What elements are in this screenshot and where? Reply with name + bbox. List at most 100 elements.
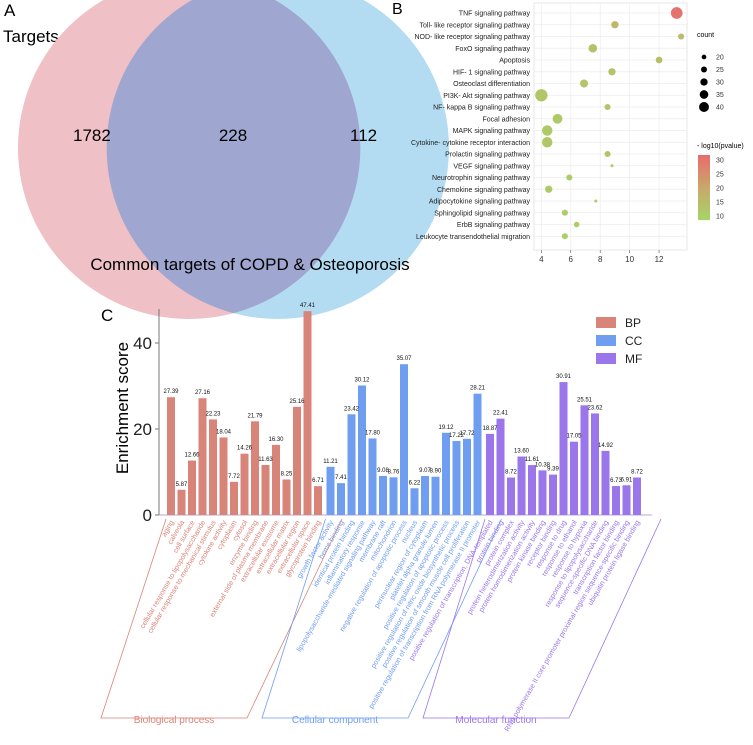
group-label: Biological process bbox=[134, 715, 215, 726]
bar-value-label: 35.07 bbox=[396, 356, 412, 362]
group-brackets: Biological process Cellular component Mole… bbox=[100, 518, 662, 726]
bar-legend-label: BP bbox=[625, 316, 641, 330]
size-legend-label: 35 bbox=[716, 92, 724, 99]
bubble-point bbox=[561, 209, 568, 216]
bar-value-label: 17.80 bbox=[365, 430, 381, 436]
bubble-point bbox=[610, 164, 614, 168]
bar bbox=[230, 481, 238, 515]
bubble-pathway-label: TNF signaling pathway bbox=[459, 11, 531, 18]
bar bbox=[198, 398, 207, 515]
bar bbox=[368, 438, 377, 515]
bar-value-label: 14.92 bbox=[598, 443, 614, 449]
panel-label-c: C bbox=[101, 306, 113, 325]
bubble-point bbox=[588, 43, 598, 53]
bar bbox=[167, 397, 175, 515]
bar bbox=[463, 438, 471, 515]
bar-value-label: 22.41 bbox=[493, 411, 509, 417]
bubble-point bbox=[608, 68, 616, 76]
bar bbox=[473, 393, 482, 515]
bubble-point bbox=[545, 185, 553, 193]
bar-value-label: 21.79 bbox=[247, 413, 263, 419]
bar-value-label: 30.91 bbox=[556, 374, 572, 380]
bar bbox=[337, 483, 345, 515]
bar bbox=[622, 485, 631, 515]
bubble-point bbox=[604, 103, 611, 111]
bubble-point bbox=[655, 56, 663, 64]
bar-value-label: 8.90 bbox=[430, 469, 442, 475]
color-legend-label: 25 bbox=[716, 172, 724, 179]
bar-value-label: 8.72 bbox=[631, 470, 643, 476]
bubble-point bbox=[552, 113, 563, 124]
bubble-pathway-label: Focal adhesion bbox=[483, 116, 531, 123]
bar-value-label: 9.08 bbox=[377, 468, 389, 474]
bar-value-label: 8.72 bbox=[505, 470, 517, 476]
bar bbox=[612, 486, 620, 515]
bar bbox=[251, 421, 259, 515]
size-legend-label: 40 bbox=[716, 105, 724, 112]
bubble-point bbox=[542, 125, 553, 136]
color-legend-label: 20 bbox=[716, 186, 724, 193]
color-legend-label: 30 bbox=[716, 158, 724, 165]
bar bbox=[528, 465, 536, 515]
size-legend-label: 20 bbox=[716, 55, 724, 62]
bar-legend-label: MF bbox=[625, 352, 642, 366]
bar-marks bbox=[167, 311, 641, 515]
bar bbox=[219, 437, 228, 515]
bubble-x-ticks: 4 6 8 10 12 bbox=[539, 250, 664, 264]
bubble-pathway-label: Apoptosis bbox=[499, 58, 530, 65]
bubble-point bbox=[594, 199, 598, 203]
bar bbox=[326, 466, 335, 515]
bar-legend-label: CC bbox=[625, 334, 643, 348]
color-legend-title: - log10(pvalue) bbox=[697, 143, 744, 150]
bar bbox=[303, 311, 312, 515]
bar-value-label: 17.05 bbox=[566, 434, 582, 440]
bar bbox=[570, 441, 578, 515]
size-legend-dot bbox=[700, 78, 708, 86]
bar-y-tick-label: 40 bbox=[133, 334, 152, 353]
bar-legend-swatch bbox=[596, 353, 616, 364]
color-legend-label: 15 bbox=[716, 200, 724, 207]
bar-value-label: 14.26 bbox=[237, 446, 253, 452]
bubble-pathway-label: NOD- like receptor signaling pathway bbox=[414, 34, 530, 41]
bar-value-label: 6.71 bbox=[312, 478, 324, 484]
bar bbox=[517, 456, 526, 515]
bubble-pathway-label: Toll- like receptor signaling pathway bbox=[420, 22, 531, 29]
bar-legend-swatch bbox=[596, 317, 616, 328]
bar-value-labels: 27.39 5.87 12.66 27.16 22.23 18.04 7.72 14.26 21… bbox=[163, 303, 643, 488]
bubble-point bbox=[573, 221, 580, 228]
color-legend-label: 10 bbox=[716, 214, 724, 221]
bar bbox=[538, 470, 547, 515]
bar bbox=[261, 464, 270, 515]
size-legend-dot bbox=[701, 66, 707, 73]
venn-title-bottom: Common targets of COPD & Osteoporosis bbox=[90, 255, 409, 274]
bubble-points bbox=[535, 7, 685, 240]
bar-value-label: 5.87 bbox=[176, 482, 188, 488]
bar bbox=[347, 414, 356, 515]
bubble-point bbox=[566, 174, 573, 181]
venn-right-count: 112 bbox=[350, 126, 377, 145]
bubble-x-tick-label: 6 bbox=[569, 255, 574, 264]
bar bbox=[421, 475, 429, 515]
bar-value-label: 12.66 bbox=[184, 453, 200, 459]
bar-value-label: 47.41 bbox=[300, 303, 316, 309]
bar bbox=[431, 476, 440, 515]
bar bbox=[379, 475, 387, 515]
bar bbox=[314, 486, 322, 515]
size-legend-dot bbox=[701, 54, 707, 60]
bubble-point bbox=[611, 21, 619, 29]
bar bbox=[559, 382, 568, 515]
bubble-pathway-label: MAPK signaling pathway bbox=[453, 128, 531, 135]
bar-value-label: 18.87 bbox=[482, 426, 498, 432]
bar bbox=[293, 406, 301, 515]
bubble-pathway-label: FoxO signaling pathway bbox=[455, 46, 530, 53]
bubble-pathway-label: NF- kappa B signaling pathway bbox=[433, 105, 530, 112]
bar bbox=[358, 385, 366, 515]
bar-value-label: 11.21 bbox=[323, 459, 338, 465]
group-label: Cellular component bbox=[292, 715, 378, 726]
bar-value-label: 6.22 bbox=[409, 480, 421, 486]
size-legend-title: count bbox=[697, 32, 714, 39]
size-legend-label: 30 bbox=[716, 80, 724, 87]
bubble-point bbox=[535, 89, 548, 102]
color-legend: - log10(pvalue) 30 25 20 15 10 bbox=[697, 143, 744, 221]
